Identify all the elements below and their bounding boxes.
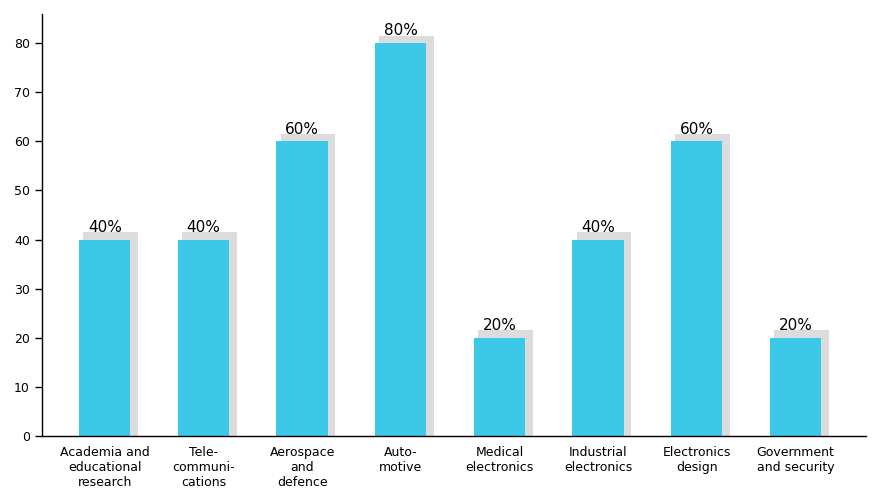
- Bar: [379, 36, 434, 436]
- Text: 80%: 80%: [384, 24, 418, 38]
- Bar: [671, 141, 722, 436]
- Bar: [84, 232, 138, 436]
- Bar: [276, 141, 327, 436]
- Bar: [576, 232, 631, 436]
- Text: 60%: 60%: [285, 122, 319, 136]
- Bar: [79, 239, 130, 436]
- Bar: [375, 43, 427, 436]
- Bar: [774, 330, 829, 436]
- Text: 40%: 40%: [88, 220, 121, 234]
- Bar: [675, 134, 730, 436]
- Bar: [770, 338, 821, 436]
- Bar: [281, 134, 335, 436]
- Bar: [473, 338, 525, 436]
- Bar: [178, 239, 229, 436]
- Text: 20%: 20%: [482, 318, 517, 332]
- Text: 60%: 60%: [679, 122, 714, 136]
- Text: 20%: 20%: [779, 318, 812, 332]
- Bar: [182, 232, 237, 436]
- Text: 40%: 40%: [581, 220, 615, 234]
- Bar: [478, 330, 532, 436]
- Text: 40%: 40%: [187, 220, 220, 234]
- Bar: [572, 239, 624, 436]
